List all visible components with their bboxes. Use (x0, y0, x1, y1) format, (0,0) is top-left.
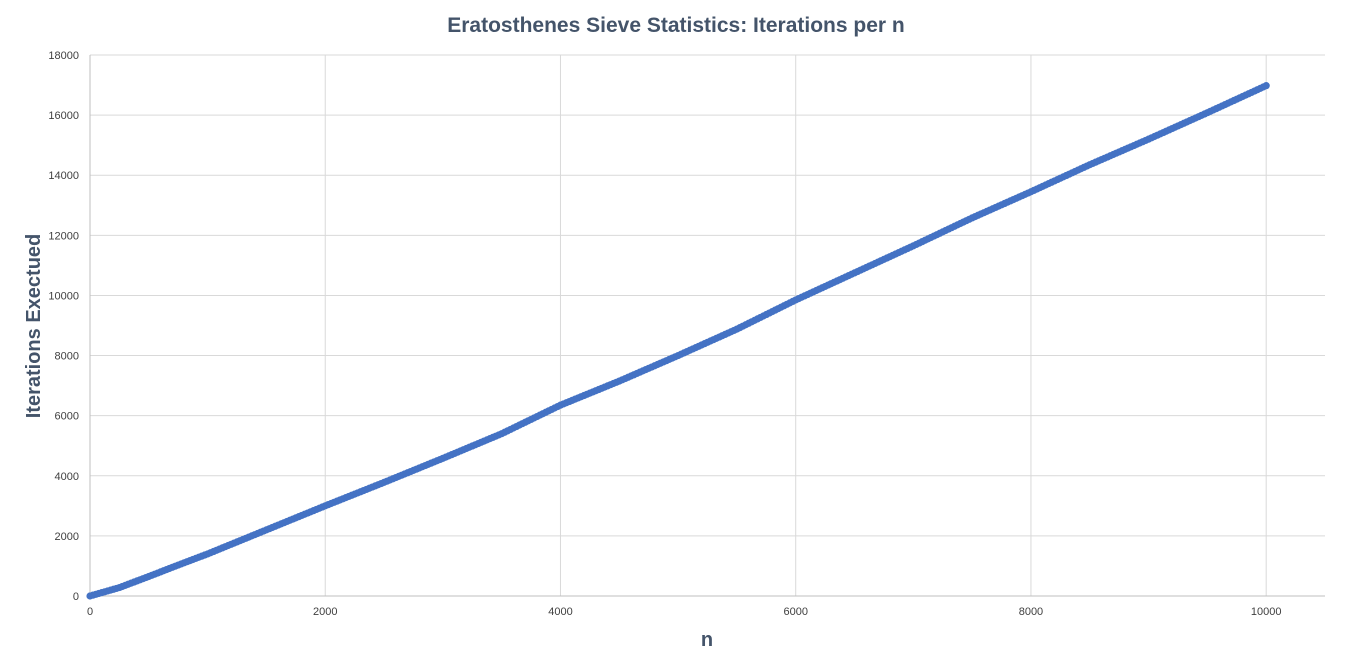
y-tick-label: 0 (73, 591, 79, 603)
x-tick-label: 2000 (313, 606, 337, 618)
gridlines (90, 54, 1325, 596)
x-tick-label: 0 (87, 606, 93, 618)
x-tick-label: 6000 (783, 606, 807, 618)
y-tick-label: 18000 (48, 50, 79, 62)
data-series (86, 82, 1270, 600)
tick-labels: 0 2000 4000 6000 8000 10000 12000 14000 16000 180… (48, 50, 1281, 618)
data-point (1262, 82, 1270, 90)
chart-title: Eratosthenes Sieve Statistics: Iteration… (447, 14, 905, 37)
axes (89, 55, 1325, 597)
y-tick-label: 6000 (55, 411, 79, 423)
x-tick-label: 4000 (548, 606, 572, 618)
y-tick-label: 14000 (48, 170, 79, 182)
y-tick-label: 16000 (48, 110, 79, 122)
y-tick-label: 12000 (48, 230, 79, 242)
y-tick-label: 4000 (55, 471, 79, 483)
y-axis-title: Iterations Exectued (23, 234, 45, 419)
y-tick-label: 8000 (55, 351, 79, 363)
y-tick-label: 2000 (55, 531, 79, 543)
x-tick-label: 10000 (1251, 606, 1282, 618)
series-markers (86, 82, 1270, 600)
x-axis-title: n (701, 629, 713, 651)
x-tick-label: 8000 (1019, 606, 1043, 618)
y-tick-label: 10000 (48, 290, 79, 302)
